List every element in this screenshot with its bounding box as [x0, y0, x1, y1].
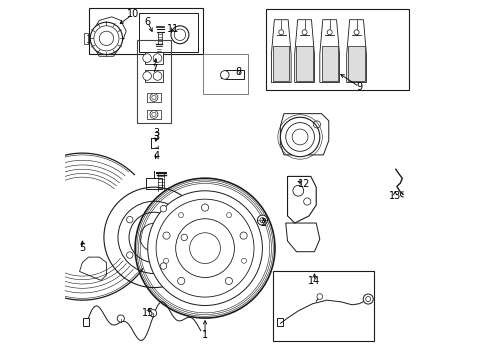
Text: 14: 14 — [307, 276, 320, 286]
Circle shape — [147, 191, 262, 306]
Circle shape — [178, 212, 183, 217]
Text: 1: 1 — [202, 330, 208, 340]
Circle shape — [292, 185, 303, 196]
Circle shape — [153, 72, 162, 80]
Text: 3: 3 — [153, 132, 160, 142]
Bar — [273, 271, 373, 341]
Polygon shape — [321, 46, 337, 81]
Circle shape — [140, 223, 168, 251]
Circle shape — [160, 206, 166, 212]
Text: 12: 12 — [297, 179, 309, 189]
Circle shape — [142, 72, 151, 80]
Bar — [203, 54, 247, 94]
Bar — [137, 40, 171, 123]
Circle shape — [90, 22, 122, 54]
Bar — [144, 70, 163, 82]
Text: 6: 6 — [144, 17, 150, 27]
Text: 5: 5 — [79, 243, 85, 253]
Text: 11: 11 — [166, 24, 179, 35]
Text: 10: 10 — [126, 9, 139, 19]
Circle shape — [303, 198, 310, 205]
Bar — [144, 52, 163, 64]
Circle shape — [177, 277, 184, 284]
Circle shape — [150, 111, 158, 118]
Text: 3: 3 — [153, 128, 160, 138]
Bar — [221, 72, 225, 78]
Bar — [265, 9, 408, 90]
Circle shape — [126, 216, 133, 223]
Circle shape — [181, 234, 187, 240]
Bar — [277, 319, 282, 326]
Circle shape — [240, 232, 247, 239]
Circle shape — [150, 94, 158, 102]
Circle shape — [163, 232, 170, 239]
Bar — [224, 70, 244, 79]
Polygon shape — [280, 114, 328, 155]
Bar — [84, 33, 88, 44]
Circle shape — [175, 219, 234, 278]
Circle shape — [280, 117, 319, 157]
Text: 2: 2 — [260, 218, 266, 228]
Circle shape — [363, 294, 372, 304]
Circle shape — [225, 277, 232, 284]
Text: 7: 7 — [151, 64, 157, 74]
Circle shape — [126, 252, 133, 258]
Circle shape — [163, 258, 168, 263]
Bar — [139, 13, 198, 52]
Circle shape — [257, 215, 267, 225]
Circle shape — [302, 30, 306, 35]
Bar — [88, 8, 203, 54]
Circle shape — [201, 204, 208, 211]
Circle shape — [117, 315, 124, 322]
Text: 15: 15 — [141, 309, 154, 318]
Bar — [83, 319, 88, 326]
Polygon shape — [273, 46, 289, 81]
Circle shape — [226, 212, 231, 217]
Circle shape — [278, 30, 283, 35]
Circle shape — [99, 31, 113, 45]
Text: 13: 13 — [388, 191, 401, 201]
Circle shape — [153, 54, 162, 62]
Text: 9: 9 — [355, 82, 362, 92]
Circle shape — [241, 258, 246, 263]
Circle shape — [142, 54, 151, 62]
Circle shape — [160, 263, 166, 269]
Bar — [146, 93, 161, 102]
Polygon shape — [348, 46, 364, 81]
Circle shape — [149, 310, 156, 317]
Circle shape — [220, 71, 228, 79]
Text: 8: 8 — [235, 67, 241, 77]
Polygon shape — [296, 46, 312, 81]
Text: 4: 4 — [153, 150, 160, 161]
Circle shape — [353, 30, 358, 35]
Bar — [146, 178, 162, 189]
Circle shape — [326, 30, 331, 35]
Bar — [146, 110, 161, 119]
Circle shape — [316, 294, 322, 300]
